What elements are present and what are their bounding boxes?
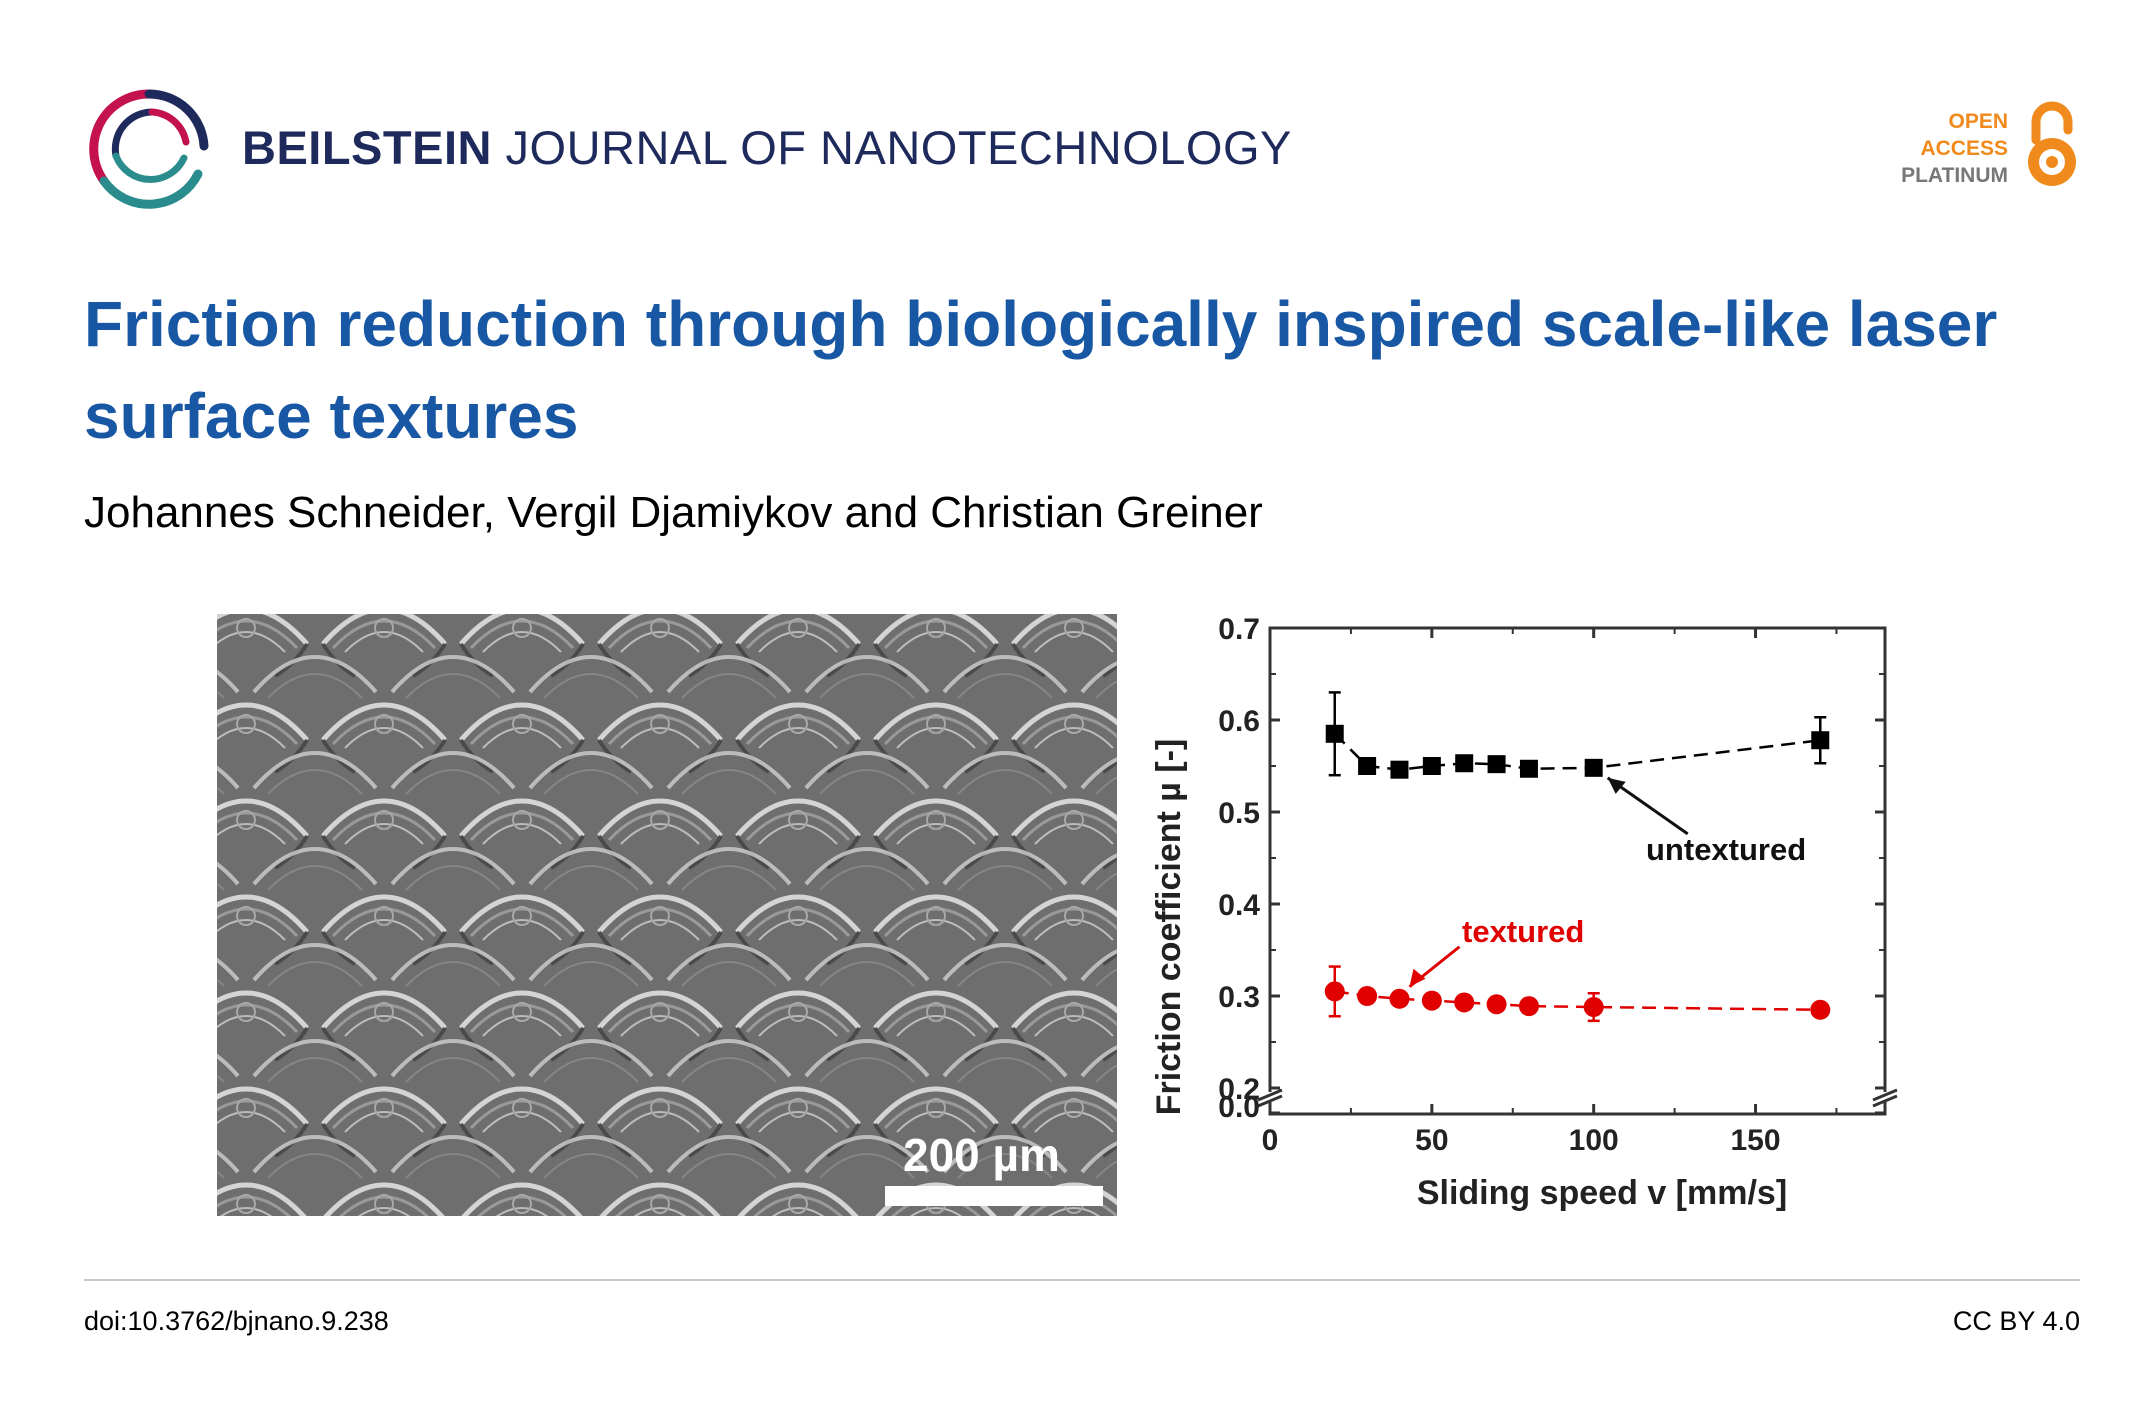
x-tick-label: 100 [1569, 1124, 1619, 1157]
x-axis-label: Sliding speed v [mm/s] [1417, 1174, 1787, 1212]
data-point-untextured [1455, 754, 1474, 773]
data-point-untextured [1358, 757, 1377, 775]
article-authors: Johannes Schneider, Vergil Djamiykov and… [84, 488, 1263, 537]
data-point-untextured [1584, 758, 1603, 777]
journal-name-rest: JOURNAL OF NANOTECHNOLOGY [491, 121, 1292, 174]
data-point-textured [1518, 996, 1539, 1017]
sem-micrograph: 200 µm [217, 614, 1117, 1216]
data-point-textured [1454, 992, 1475, 1013]
y-tick-label: 0.3 [1218, 981, 1260, 1014]
license-text: CC BY 4.0 [1952, 1306, 2080, 1336]
axis-break-gap [1258, 1092, 1282, 1102]
journal-name: BEILSTEIN JOURNAL OF NANOTECHNOLOGY [242, 120, 1292, 175]
axis-break-gap [1873, 1092, 1897, 1102]
axis-break-mark [1872, 1094, 1898, 1108]
data-point-textured [1324, 981, 1345, 1002]
axis-break-mark [1257, 1094, 1283, 1108]
friction-chart: 0.00.2 0.3 0.4 0.5 0.6 0.7 0 50 100 150 Friction … [1150, 613, 1898, 1212]
data-point-untextured [1811, 731, 1830, 750]
data-point-textured [1421, 990, 1442, 1011]
data-point-textured [1389, 988, 1410, 1009]
data-point-untextured [1519, 759, 1538, 778]
article-title: Friction reduction through biologically … [84, 288, 1998, 452]
y-tick-label: 0.5 [1218, 797, 1260, 830]
plot-frame [1268, 626, 1887, 1116]
y-axis-label: Friction coefficient µ [-] [1150, 739, 1188, 1116]
data-point-textured [1583, 997, 1604, 1018]
badge-line-open: OPEN [1948, 110, 2008, 133]
data-point-textured [1357, 986, 1378, 1006]
data-point-textured [1486, 994, 1507, 1015]
y-tick-label: 0.6 [1218, 705, 1260, 738]
badge-line-access: ACCESS [1920, 137, 2008, 160]
axis-break-mark [1872, 1088, 1898, 1102]
data-point-untextured [1422, 757, 1441, 775]
y-tick-label: 0.7 [1218, 613, 1260, 646]
journal-name-bold: BEILSTEIN [242, 121, 492, 174]
annotation-textured: textured [1462, 914, 1584, 949]
scale-bar-label: 200 µm [903, 1129, 1060, 1181]
data-point-untextured [1390, 760, 1409, 779]
data-point-textured [1810, 999, 1831, 1020]
footer-divider [84, 1279, 2080, 1281]
y-tick-label: 0.2 [1218, 1073, 1260, 1106]
data-point-untextured [1487, 755, 1506, 774]
doi-text: doi:10.3762/bjnano.9.238 [84, 1306, 389, 1336]
open-access-lock-icon [2028, 101, 2076, 186]
x-tick-label: 150 [1730, 1124, 1780, 1157]
y-tick-label: 0.0 [1218, 1091, 1260, 1124]
annotation-arrowhead-textured [1409, 968, 1426, 987]
x-tick-label: 0 [1262, 1124, 1279, 1157]
badge-line-platinum: PLATINUM [1901, 164, 2008, 187]
beilstein-logo-icon [89, 89, 209, 209]
open-access-badge-text: OPEN ACCESS PLATINUM [1880, 108, 2008, 189]
y-tick-label: 0.4 [1218, 889, 1260, 922]
axis-break-mark [1257, 1088, 1283, 1102]
data-point-untextured [1325, 724, 1344, 743]
x-tick-label: 50 [1415, 1124, 1448, 1157]
annotation-arrowhead-untextured [1607, 777, 1626, 794]
annotation-untextured: untextured [1646, 832, 1806, 867]
